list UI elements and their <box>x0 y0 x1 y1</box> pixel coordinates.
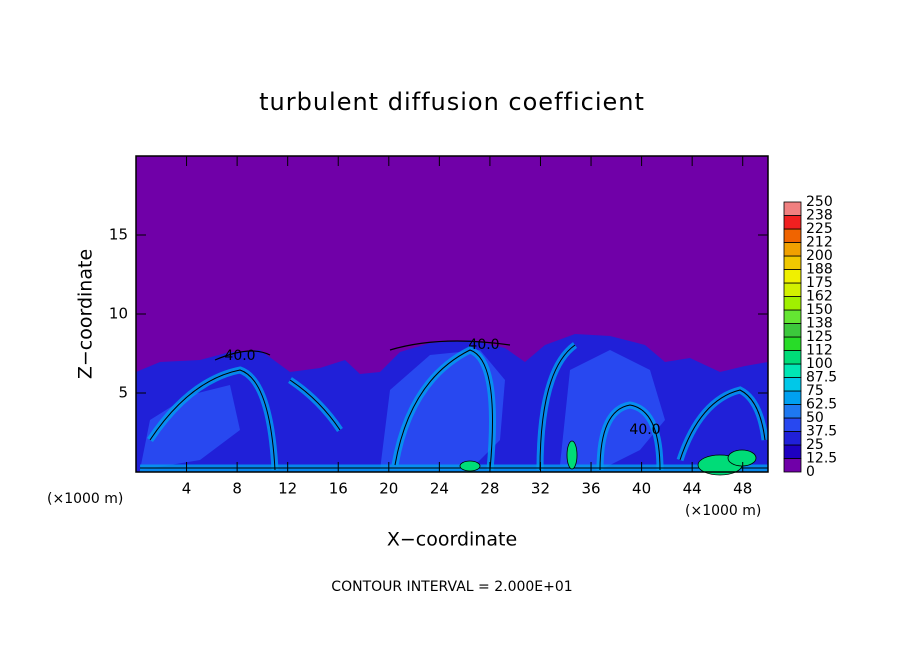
contour-label: 40.0 <box>468 337 499 353</box>
x-tick-label: 44 <box>683 480 702 498</box>
field <box>136 156 769 476</box>
colorbar-label: 225 <box>806 221 833 237</box>
colorbar-label: 112 <box>806 343 833 359</box>
chart-title: turbulent diffusion coefficient <box>259 88 645 116</box>
colorbar-label: 125 <box>806 329 833 345</box>
contour-line <box>214 340 511 361</box>
colorbar-label: 162 <box>806 289 833 305</box>
colorbar-swatch <box>783 458 802 473</box>
colorbar-swatch <box>783 377 802 392</box>
colorbar-swatch <box>783 350 802 365</box>
contour-label: 40.0 <box>629 422 660 438</box>
colorbar-swatch <box>783 336 802 351</box>
colorbar-swatch <box>783 417 802 432</box>
colorbar-label: 250 <box>806 194 833 210</box>
field-streak <box>599 404 661 471</box>
x-tick-label: 12 <box>278 480 297 498</box>
y-tick-label: 15 <box>109 226 128 244</box>
field-peak <box>727 449 757 467</box>
colorbar-swatch <box>783 228 802 243</box>
colorbar-swatch <box>783 242 802 257</box>
colorbar-label: 238 <box>806 208 833 224</box>
colorbar-swatch <box>783 269 802 284</box>
x-tick-label: 32 <box>531 480 550 498</box>
colorbar-swatch <box>783 201 802 216</box>
colorbar-swatch <box>783 296 802 311</box>
y-tick-label: 10 <box>109 305 128 323</box>
colorbar-label: 0 <box>806 464 815 480</box>
x-unit-label: (×1000 m) <box>47 491 123 507</box>
x-tick-label: 40 <box>632 480 651 498</box>
colorbar-swatch <box>783 404 802 419</box>
field-streak <box>539 344 576 471</box>
y-axis-label: Z−coordinate <box>75 249 97 379</box>
colorbar-swatch <box>783 431 802 446</box>
field-region <box>140 350 665 470</box>
colorbar-label: 50 <box>806 410 824 426</box>
x-axis-label: X−coordinate <box>387 529 517 551</box>
field-streak <box>289 379 341 431</box>
colorbar-label: 175 <box>806 275 833 291</box>
colorbar-label: 200 <box>806 248 833 264</box>
y-tick-label: 5 <box>118 384 128 402</box>
colorbar-label: 100 <box>806 356 833 372</box>
x-tick-label: 48 <box>733 480 752 498</box>
colorbar-label: 12.5 <box>806 451 837 467</box>
colorbar-label: 87.5 <box>806 370 837 386</box>
x-tick-label: 36 <box>581 480 600 498</box>
contour-label: 40.0 <box>224 348 255 364</box>
colorbar-label: 37.5 <box>806 424 837 440</box>
field-streak <box>679 389 766 461</box>
field-peak <box>459 460 481 472</box>
colorbar-label: 62.5 <box>806 397 837 413</box>
colorbar-label: 138 <box>806 316 833 332</box>
x-tick-label: 4 <box>182 480 192 498</box>
colorbar-swatch <box>783 444 802 459</box>
colorbar-swatch <box>783 323 802 338</box>
colorbar-label: 212 <box>806 235 833 251</box>
colorbar-swatch <box>783 215 802 230</box>
colorbar-swatch <box>783 363 802 378</box>
x-unit-label: (×1000 m) <box>685 503 761 519</box>
colorbar-label: 75 <box>806 383 824 399</box>
x-tick-label: 20 <box>379 480 398 498</box>
footnote: CONTOUR INTERVAL = 2.000E+01 <box>331 579 572 595</box>
colorbar-swatch <box>783 255 802 270</box>
x-tick-label: 28 <box>480 480 499 498</box>
x-tick-label: 8 <box>232 480 242 498</box>
colorbar-label: 188 <box>806 262 833 278</box>
colorbar-swatch <box>783 282 802 297</box>
colorbar-swatch <box>783 309 802 324</box>
field-streak <box>149 369 276 471</box>
colorbar-swatch <box>783 390 802 405</box>
colorbar-label: 150 <box>806 302 833 318</box>
x-tick-label: 24 <box>430 480 449 498</box>
field-streak <box>394 349 493 471</box>
x-tick-label: 16 <box>329 480 348 498</box>
field-peak <box>566 440 578 470</box>
colorbar-label: 25 <box>806 437 824 453</box>
